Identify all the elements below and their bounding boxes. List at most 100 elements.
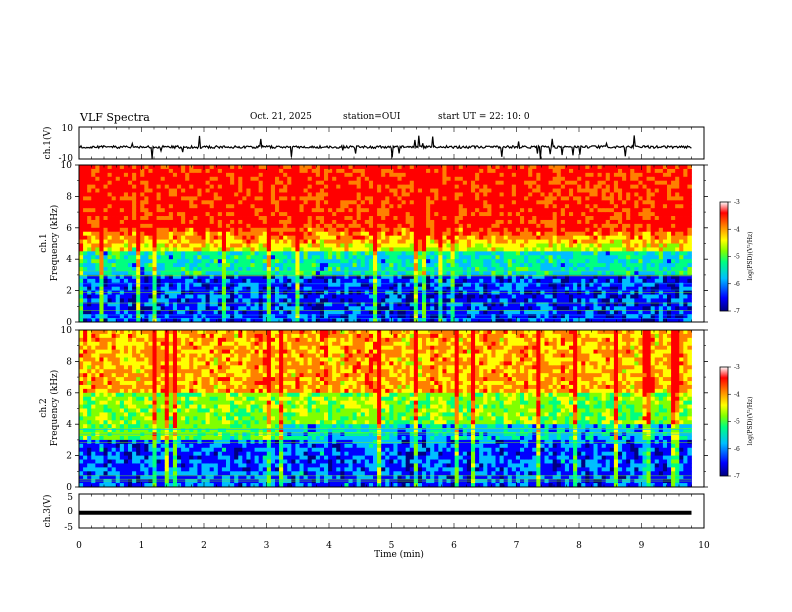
spectrogram-cell [107, 255, 113, 260]
spectrogram-cell [270, 247, 276, 252]
spectrogram-cell [495, 180, 500, 186]
spectrogram-cell [185, 270, 190, 276]
spectrogram-cell [450, 208, 456, 213]
spectrogram-cell [136, 298, 141, 303]
spectrogram-cell [564, 204, 570, 209]
spectrogram-cell [426, 263, 431, 268]
spectrogram-cell [511, 270, 517, 276]
spectrogram-cell [340, 306, 345, 311]
spectrogram-cell [234, 196, 239, 201]
spectrogram-cell [475, 216, 480, 221]
spectrogram-cell [177, 314, 182, 319]
spectrogram-cell [275, 184, 280, 189]
spectrogram-cell [217, 180, 223, 186]
spectrogram-cell [426, 251, 431, 256]
start-time-label: start UT = 22: 10: 0 [438, 112, 530, 122]
spectrogram-cell [581, 200, 586, 205]
spectrogram-cell [168, 168, 174, 174]
spectrogram-cell [377, 263, 382, 268]
spectrogram-cell [291, 165, 296, 170]
spectrogram-cell [540, 247, 545, 252]
spectrogram-cell [324, 219, 329, 225]
spectrogram-cell [336, 192, 341, 197]
spectrogram-cell [172, 235, 178, 240]
spectrogram-cell [507, 286, 513, 292]
spectrogram-cell [385, 227, 390, 233]
spectrogram-cell [201, 204, 206, 209]
spectrogram-cell [324, 235, 329, 240]
spectrogram-cell [103, 196, 108, 201]
spectrogram-cell [397, 318, 402, 323]
spectrogram-cell [471, 306, 476, 311]
spectrogram-cell [466, 255, 472, 260]
spectrogram-cell [377, 306, 382, 311]
spectrogram-cell [279, 314, 284, 319]
spectrogram-cell [475, 282, 480, 288]
spectrogram-cell [295, 176, 300, 182]
spectrogram-cell [540, 239, 545, 244]
spectrogram-cell [471, 310, 476, 315]
spectrogram-cell [544, 306, 549, 311]
spectrogram-cell [573, 278, 578, 284]
spectrogram-cell [270, 243, 276, 248]
spectrogram-cell [336, 188, 341, 193]
spectrogram-cell [160, 267, 166, 272]
spectrogram-cell [397, 274, 402, 280]
spectrogram-cell [303, 219, 309, 225]
spectrogram-cell [450, 318, 456, 323]
spectrogram-cell [258, 172, 264, 178]
spectrogram-cell [172, 180, 178, 186]
spectrogram-cell [160, 184, 166, 189]
spectrogram-cell [205, 212, 211, 217]
spectrogram-cell [417, 302, 423, 307]
spectrogram-cell [540, 259, 545, 264]
spectrogram-cell [499, 168, 505, 174]
spectrogram-cell [360, 270, 366, 276]
spectrogram-cell [328, 267, 333, 272]
spectrogram-cell [503, 247, 509, 252]
spectrogram-cell [103, 204, 108, 209]
spectrogram-cell [275, 274, 280, 280]
spectrogram-cell [446, 302, 451, 307]
spectrogram-cell [128, 184, 133, 189]
spectrogram-cell [515, 208, 521, 213]
spectrogram-cell [205, 310, 211, 315]
spectrogram-cell [136, 204, 141, 209]
spectrogram-cell [348, 270, 353, 276]
spectrogram-cell [581, 231, 586, 237]
spectrogram-cell [144, 223, 149, 229]
spectrogram-cell [344, 204, 349, 209]
spectrogram-cell [507, 200, 513, 205]
spectrogram-cell [119, 239, 125, 244]
spectrogram-cell [520, 184, 525, 189]
spectrogram-cell [413, 180, 419, 186]
spectrogram-cell [336, 239, 341, 244]
spectrogram-cell [393, 263, 398, 268]
spectrogram-cell [287, 314, 292, 319]
spectrogram-cell [246, 223, 251, 229]
spectrogram-cell [507, 282, 513, 288]
spectrogram-cell [95, 294, 100, 299]
spectrogram-cell [585, 216, 590, 221]
spectrogram-cell [458, 212, 464, 217]
spectrogram-cell [201, 243, 206, 248]
spectrogram-cell [430, 184, 435, 189]
spectrogram-cell [438, 216, 443, 221]
spectrogram-cell [213, 216, 219, 221]
spectrogram-cell [250, 192, 255, 197]
spectrogram-cell [405, 263, 411, 268]
spectrogram-cell [356, 286, 362, 292]
spectrogram-cell [303, 255, 309, 260]
spectrogram-cell [148, 298, 153, 303]
spectrogram-cell [413, 239, 419, 244]
spectrogram-cell [246, 188, 251, 193]
spectrogram-cell [291, 204, 296, 209]
spectrogram-cell [291, 223, 296, 229]
spectrogram-cell [356, 306, 362, 311]
spectrogram-cell [495, 231, 500, 237]
spectrogram-cell [250, 306, 255, 311]
spectrogram-cell [168, 267, 174, 272]
spectrogram-cell [560, 247, 566, 252]
spectrogram-cell [246, 212, 251, 217]
spectrogram-cell [140, 314, 145, 319]
